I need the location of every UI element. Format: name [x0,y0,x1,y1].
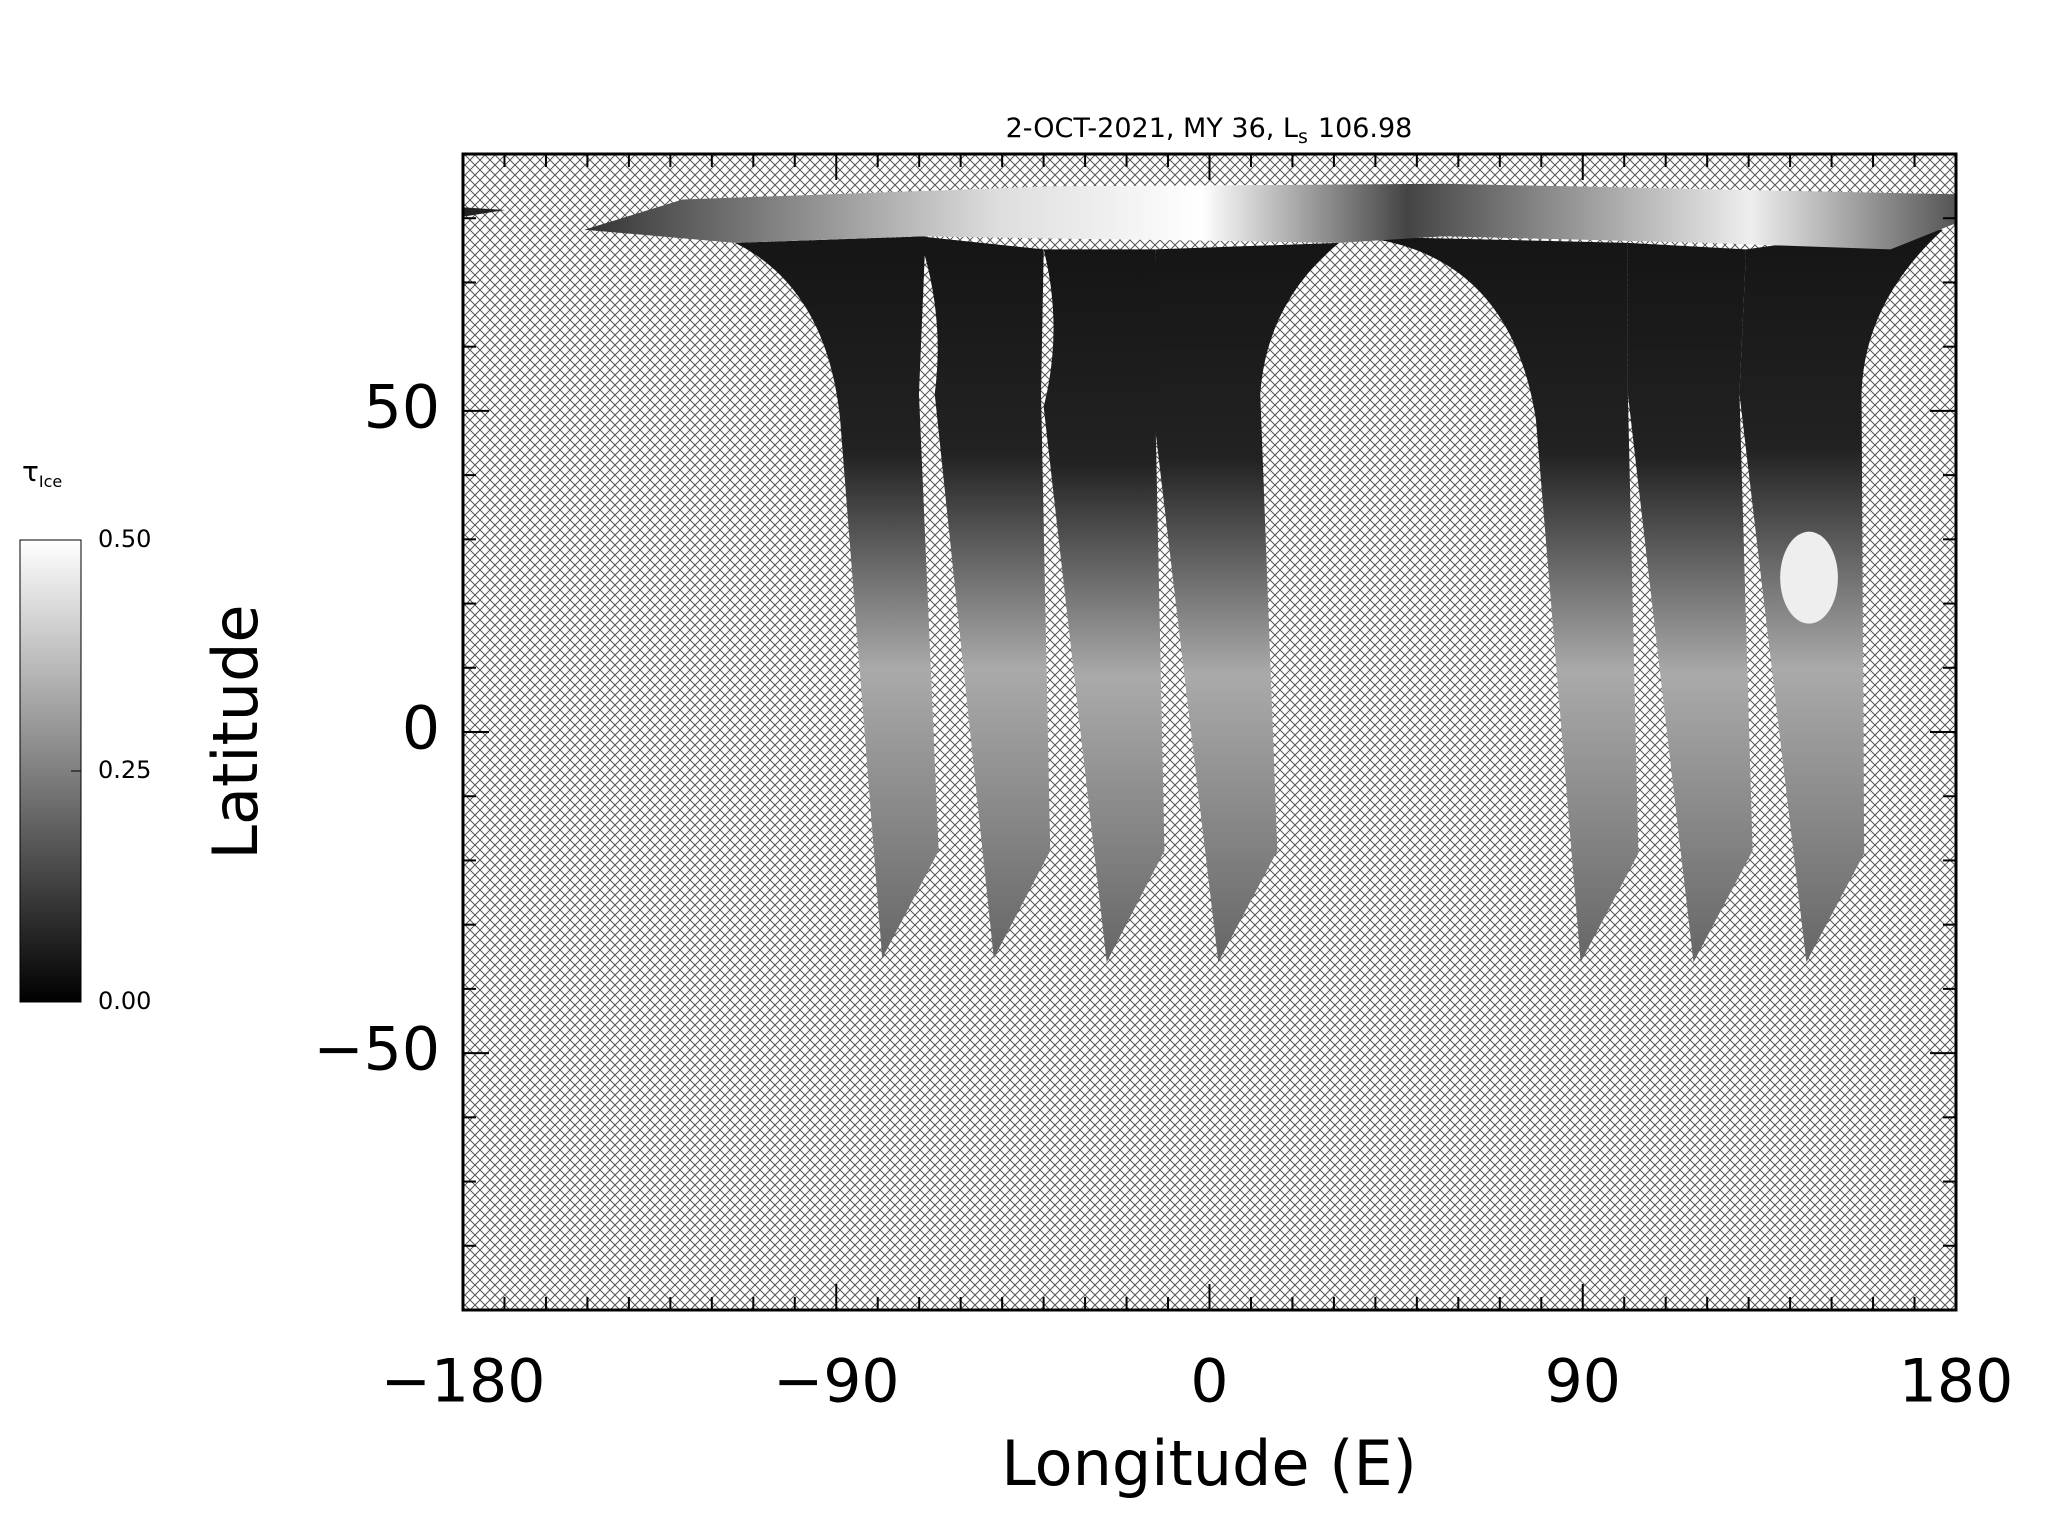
x-tick-label: −90 [773,1347,900,1417]
x-tick-label: 180 [1899,1347,2014,1417]
colorbar-label: τIce [22,455,62,491]
colorbar [19,539,82,1003]
x-tick-label: 0 [1190,1347,1228,1417]
y-tick-label: −50 [313,1015,440,1085]
x-tick-label: −180 [381,1347,546,1417]
y-tick-label: 0 [402,694,440,764]
x-tick-label: 90 [1545,1347,1621,1417]
colorbar-tick-label: 0.50 [98,525,151,553]
colorbar-tick-label: 0.00 [98,987,151,1015]
swaths [463,183,1957,963]
y-axis-label: Latitude [199,604,272,859]
x-axis-label: Longitude (E) [1001,1427,1417,1500]
chart-title: 2-OCT-2021, MY 36, Ls 106.98 [1006,113,1413,148]
colorbar-tick-label: 0.25 [98,756,151,784]
y-tick-label: 50 [364,372,440,442]
